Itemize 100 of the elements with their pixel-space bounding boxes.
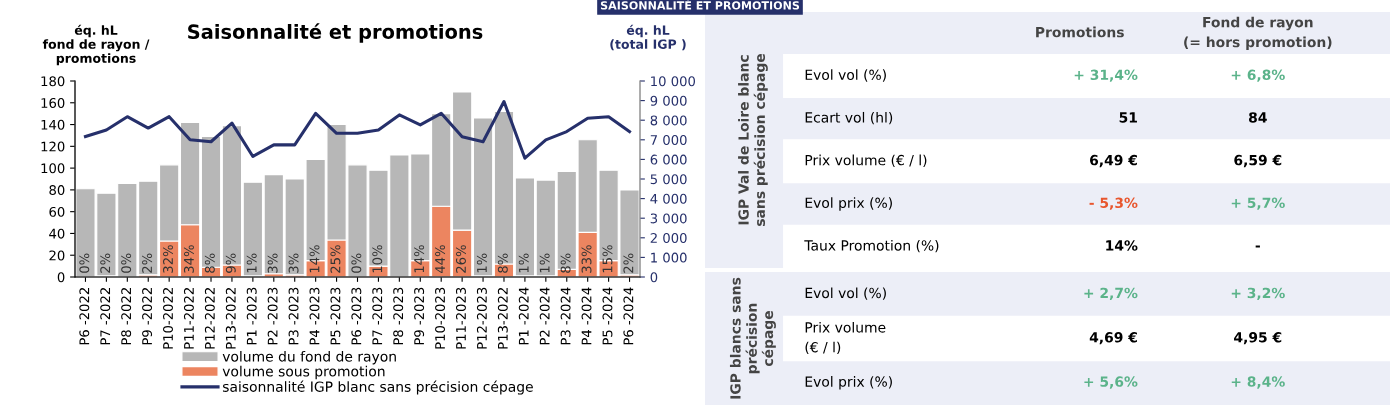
x-tick-label: P10-2022	[163, 288, 173, 349]
annotation: 14%	[414, 245, 425, 273]
legend-label: saisonnalité IGP blanc sans précision cépage	[222, 380, 533, 395]
annotation: 8%	[204, 253, 215, 273]
x-tick-label: P4 -2023	[309, 287, 320, 345]
y-tick-label: 160	[41, 98, 65, 108]
x-tick-label: P6 -2022	[79, 288, 90, 345]
annotation: 2%	[623, 253, 634, 273]
x-tick-label: P2 -2023	[267, 287, 278, 345]
y2-tick-label: 6 000	[650, 154, 687, 165]
x-tick-label: P6 -2023	[351, 287, 362, 345]
chart-title: Saisonnalité et promotions	[188, 23, 483, 43]
x-tick-label: P8 -2022	[121, 288, 132, 345]
legend-label: volume sous promotion	[222, 365, 385, 380]
text: + 5,7%	[1231, 197, 1285, 210]
legend-label: volume du fond de rayon	[222, 350, 396, 365]
y2-tick-label: 9 000	[650, 95, 687, 106]
text: - 5,3%	[1089, 197, 1138, 210]
annotation: 3%	[267, 253, 278, 273]
x-tick-label: P4 -2024	[581, 287, 592, 345]
x-tick-label: P8 -2023	[393, 287, 404, 345]
annotation: 2%	[142, 253, 153, 273]
y-tick-label: 140	[41, 119, 65, 130]
y-tick-label: 100	[41, 163, 65, 174]
annotation: 10%	[372, 245, 383, 273]
annotation: 1%	[539, 253, 550, 273]
text: 6,49 €	[1090, 154, 1137, 168]
text: + 5,6%	[1084, 376, 1138, 389]
annotation: 3%	[288, 253, 299, 273]
annotation: 14%	[309, 245, 320, 273]
x-tick-label: P6 -2024	[623, 287, 634, 345]
y-tick-label: 120	[41, 141, 65, 152]
x-tick-label: P9 -2023	[414, 287, 425, 345]
text: + 3,2%	[1231, 287, 1285, 300]
annotation: 34%	[183, 245, 194, 273]
x-tick-label: P11-2022	[183, 288, 194, 349]
text: 6,59 €	[1234, 154, 1282, 168]
category-label: Evol vol (%)	[805, 287, 886, 300]
x-tick-label: P3 -2024	[560, 287, 571, 345]
x-tick-label: P7 -2022	[100, 288, 111, 345]
category-label: Prix volume (€ / l)	[805, 154, 927, 167]
x-tick-label: P5 -2024	[602, 287, 613, 345]
annotation: 32%	[163, 245, 173, 273]
category-label: Evol prix (%)	[805, 376, 892, 390]
text: IGP Val de Loire blanc sans précision cépage	[738, 53, 768, 227]
annotation: 9%	[225, 253, 236, 273]
y2-tick-label: 10 000	[651, 76, 696, 87]
line-series	[83, 100, 632, 160]
x-tick-label: P1 -2024	[518, 287, 529, 345]
annotation: 8%	[560, 253, 571, 273]
x-tick-label: P13-2022	[225, 288, 236, 349]
annotation: 44%	[435, 245, 446, 274]
x-tick-label: P13-2022	[497, 288, 508, 349]
annotation: 1%	[518, 253, 529, 273]
x-tick-label: P1 -2023	[246, 287, 257, 345]
x-tick-label: P12-2022	[204, 288, 215, 349]
annotation: 0%	[79, 253, 90, 273]
y-tick-label: 40	[49, 228, 65, 239]
y-axis-title: éq. hL fond de rayon / promotions	[42, 24, 150, 66]
y2-tick-label: 5 000	[650, 174, 687, 185]
annotation: 2%	[100, 253, 111, 273]
category-label: Evol prix (%)	[805, 197, 892, 211]
text: -	[1255, 245, 1260, 248]
category-label: Promotions	[1036, 26, 1124, 38]
x-tick-label: P11-2023	[455, 287, 466, 349]
text: SAISONNALITÉ ET PROMOTIONS	[600, 0, 800, 10]
y-tick-label: 80	[49, 185, 65, 196]
x-tick-label: P10-2023	[435, 287, 446, 349]
y2-tick-label: 7 000	[650, 135, 687, 145]
y2-tick-label: 8 000	[650, 115, 687, 126]
annotation: 8%	[497, 253, 508, 273]
annotation: 33%	[581, 245, 592, 273]
x-tick-label: P12-2023	[476, 287, 487, 349]
y2-tick-label: 4 000	[650, 193, 687, 204]
x-tick-label: P5 -2023	[330, 287, 341, 345]
annotation: 0%	[351, 253, 362, 273]
category-label: Prix volume (€ / l)	[805, 321, 886, 355]
category-label: Taux Promotion (%)	[804, 239, 939, 253]
text: IGP blancs sans précision cépage	[729, 277, 776, 399]
category-label: Evol vol (%)	[805, 69, 886, 82]
annotation: 0%	[121, 253, 132, 273]
annotation: 1%	[476, 253, 487, 273]
text: + 2,7%	[1084, 287, 1138, 300]
x-tick-label: P2 -2024	[539, 287, 550, 345]
text: + 8,4%	[1231, 376, 1285, 389]
y-tick-label: 0	[57, 272, 65, 283]
text: 14%	[1106, 240, 1138, 251]
y-tick-label: 60	[49, 206, 65, 217]
y2-tick-label: 3 000	[650, 213, 687, 224]
x-tick-label: P3 -2023	[288, 287, 299, 345]
y2-tick-label: 0	[650, 272, 658, 283]
text: + 6,8%	[1231, 69, 1285, 82]
text: 4,95 €	[1234, 332, 1282, 345]
x-tick-label: P9 -2022	[142, 288, 153, 345]
y2-tick-label: 1 000	[651, 252, 687, 263]
annotation: 1%	[246, 253, 257, 273]
y2-axis-title: éq. hL (total IGP )	[610, 24, 686, 51]
text: 4,69 €	[1089, 332, 1137, 345]
category-label: Ecart vol (hl)	[805, 111, 893, 125]
x-tick-label: P7 -2023	[372, 287, 383, 345]
